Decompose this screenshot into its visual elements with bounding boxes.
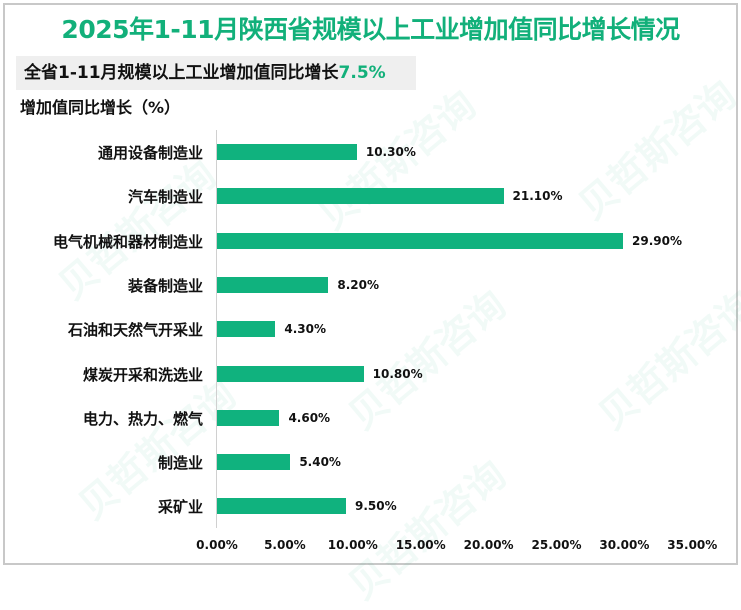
chart-frame xyxy=(3,3,738,565)
category-label: 通用设备制造业 xyxy=(97,144,203,162)
summary-box: 全省1-11月规模以上工业增加值同比增长7.5% xyxy=(16,56,416,90)
category-label: 煤炭开采和洗选业 xyxy=(82,365,203,384)
data-label: 8.20% xyxy=(337,277,379,292)
x-tick-label: 20.00% xyxy=(463,538,514,552)
data-label: 21.10% xyxy=(512,189,563,204)
data-label: 4.60% xyxy=(288,410,331,425)
x-tick-label: 0.00% xyxy=(196,538,238,552)
data-label: 10.80% xyxy=(372,366,423,381)
data-label: 4.30% xyxy=(284,322,327,337)
category-label: 制造业 xyxy=(157,454,203,473)
summary-value: 7.5% xyxy=(338,63,386,83)
summary-text: 全省1-11月规模以上工业增加值同比增长 xyxy=(24,63,339,83)
y-axis-label: 增加值同比增长（%） xyxy=(20,98,181,117)
category-label: 装备制造业 xyxy=(127,276,203,295)
bar xyxy=(217,232,624,249)
x-tick-label: 25.00% xyxy=(531,538,582,552)
bar xyxy=(217,409,280,426)
bar xyxy=(217,454,291,471)
data-label: 10.30% xyxy=(365,145,416,159)
chart-title: 2025年1-11月陕西省规模以上工业增加值同比增长情况 xyxy=(61,15,680,44)
category-label: 汽车制造业 xyxy=(127,188,203,207)
data-label: 29.90% xyxy=(632,233,683,248)
category-label: 采矿业 xyxy=(157,498,203,517)
y-axis-line xyxy=(216,130,217,528)
data-label: 9.50% xyxy=(355,499,397,514)
x-tick-label: 10.00% xyxy=(327,538,378,552)
bar xyxy=(217,188,504,205)
bar xyxy=(217,498,346,515)
category-label: 电气机械和器材制造业 xyxy=(52,232,203,251)
bar xyxy=(217,144,357,160)
x-tick-label: 15.00% xyxy=(395,538,446,552)
x-tick-label: 5.00% xyxy=(264,538,306,552)
data-label: 5.40% xyxy=(299,455,341,470)
bar xyxy=(217,276,329,293)
category-label: 石油和天然气开采业 xyxy=(67,321,203,340)
category-label: 电力、热力、燃气 xyxy=(82,409,203,428)
x-tick-label: 30.00% xyxy=(599,538,650,552)
bar xyxy=(217,321,276,338)
bar xyxy=(217,365,364,382)
x-tick-label: 35.00% xyxy=(667,538,718,552)
